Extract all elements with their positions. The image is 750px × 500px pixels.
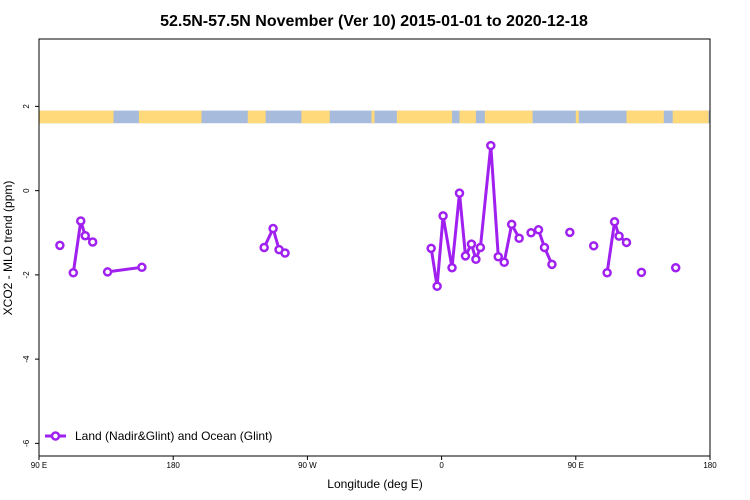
- data-point: [466, 239, 477, 249]
- data-point: [447, 262, 457, 273]
- data-point: [454, 188, 465, 198]
- data-point: [137, 262, 147, 273]
- land-band-segment: [626, 110, 664, 124]
- data-point: [609, 217, 620, 227]
- series-layer: [55, 140, 681, 292]
- axes: 90 E 180 90 W 0 90 E 180 2 0 -2 -4 -6: [22, 104, 717, 470]
- data-point: [506, 219, 517, 230]
- land-band-segment: [301, 110, 330, 124]
- land-band-segment: [396, 110, 453, 124]
- data-point: [602, 268, 612, 278]
- land-band-segment: [138, 110, 202, 124]
- data-point: [565, 227, 575, 238]
- data-point: [526, 228, 536, 238]
- data-point: [636, 267, 647, 278]
- data-point: [614, 231, 624, 241]
- y-tick-label: -4: [22, 355, 31, 363]
- data-point: [493, 252, 504, 262]
- land-ocean-band: [39, 110, 710, 124]
- data-point: [486, 140, 496, 151]
- data-point: [621, 237, 632, 248]
- land-band-segment: [484, 110, 533, 124]
- x-tick-label: 180: [703, 461, 717, 470]
- x-tick-label: 90 W: [298, 461, 317, 470]
- y-tick-label: 0: [22, 188, 31, 193]
- data-point: [475, 242, 486, 253]
- data-point: [55, 240, 65, 251]
- land-band-segment: [371, 110, 375, 124]
- x-tick-label: 0: [439, 461, 444, 470]
- legend: Land (Nadir&Glint) and Ocean (Glint): [45, 429, 272, 443]
- chart-title: 52.5N-57.5N November (Ver 10) 2015-01-01…: [160, 13, 588, 30]
- data-point: [533, 225, 544, 235]
- data-point: [76, 216, 86, 226]
- y-tick-label: 2: [22, 104, 31, 109]
- legend-label: Land (Nadir&Glint) and Ocean (Glint): [75, 429, 272, 443]
- data-point: [268, 223, 278, 234]
- data-point: [438, 211, 448, 221]
- y-tick-label: -6: [22, 439, 31, 447]
- data-point: [87, 237, 98, 247]
- data-point: [670, 262, 681, 273]
- data-point: [426, 243, 436, 254]
- land-band-segment: [459, 110, 476, 124]
- data-point: [499, 257, 509, 267]
- data-point: [471, 254, 481, 265]
- data-point: [280, 248, 290, 258]
- plot-frame: [38, 38, 711, 457]
- data-point: [432, 281, 442, 292]
- legend-marker-swatch: [50, 431, 61, 441]
- land-band-segment: [247, 110, 266, 124]
- data-point: [514, 233, 524, 243]
- series-line-segment: [107, 265, 143, 274]
- x-tick-label: 180: [167, 461, 181, 470]
- series-line-segment: [605, 220, 628, 274]
- data-point: [80, 230, 90, 241]
- data-point: [460, 251, 471, 261]
- data-point: [588, 241, 599, 251]
- data-point: [259, 242, 269, 253]
- data-point: [539, 242, 550, 253]
- x-tick-label: 90 E: [568, 461, 584, 470]
- land-band-segment: [672, 110, 709, 124]
- x-axis-label: Longitude (deg E): [327, 477, 422, 491]
- series-line-segment: [71, 219, 94, 274]
- x-tick-label: 90 E: [31, 461, 47, 470]
- y-tick-label: -2: [22, 271, 31, 279]
- land-band-segment: [575, 110, 579, 124]
- data-point: [102, 267, 113, 277]
- land-band-segment: [39, 110, 114, 124]
- y-axis-label: XCO2 - MLO trend (ppm): [1, 181, 15, 316]
- data-point: [547, 259, 557, 270]
- data-point: [68, 268, 79, 278]
